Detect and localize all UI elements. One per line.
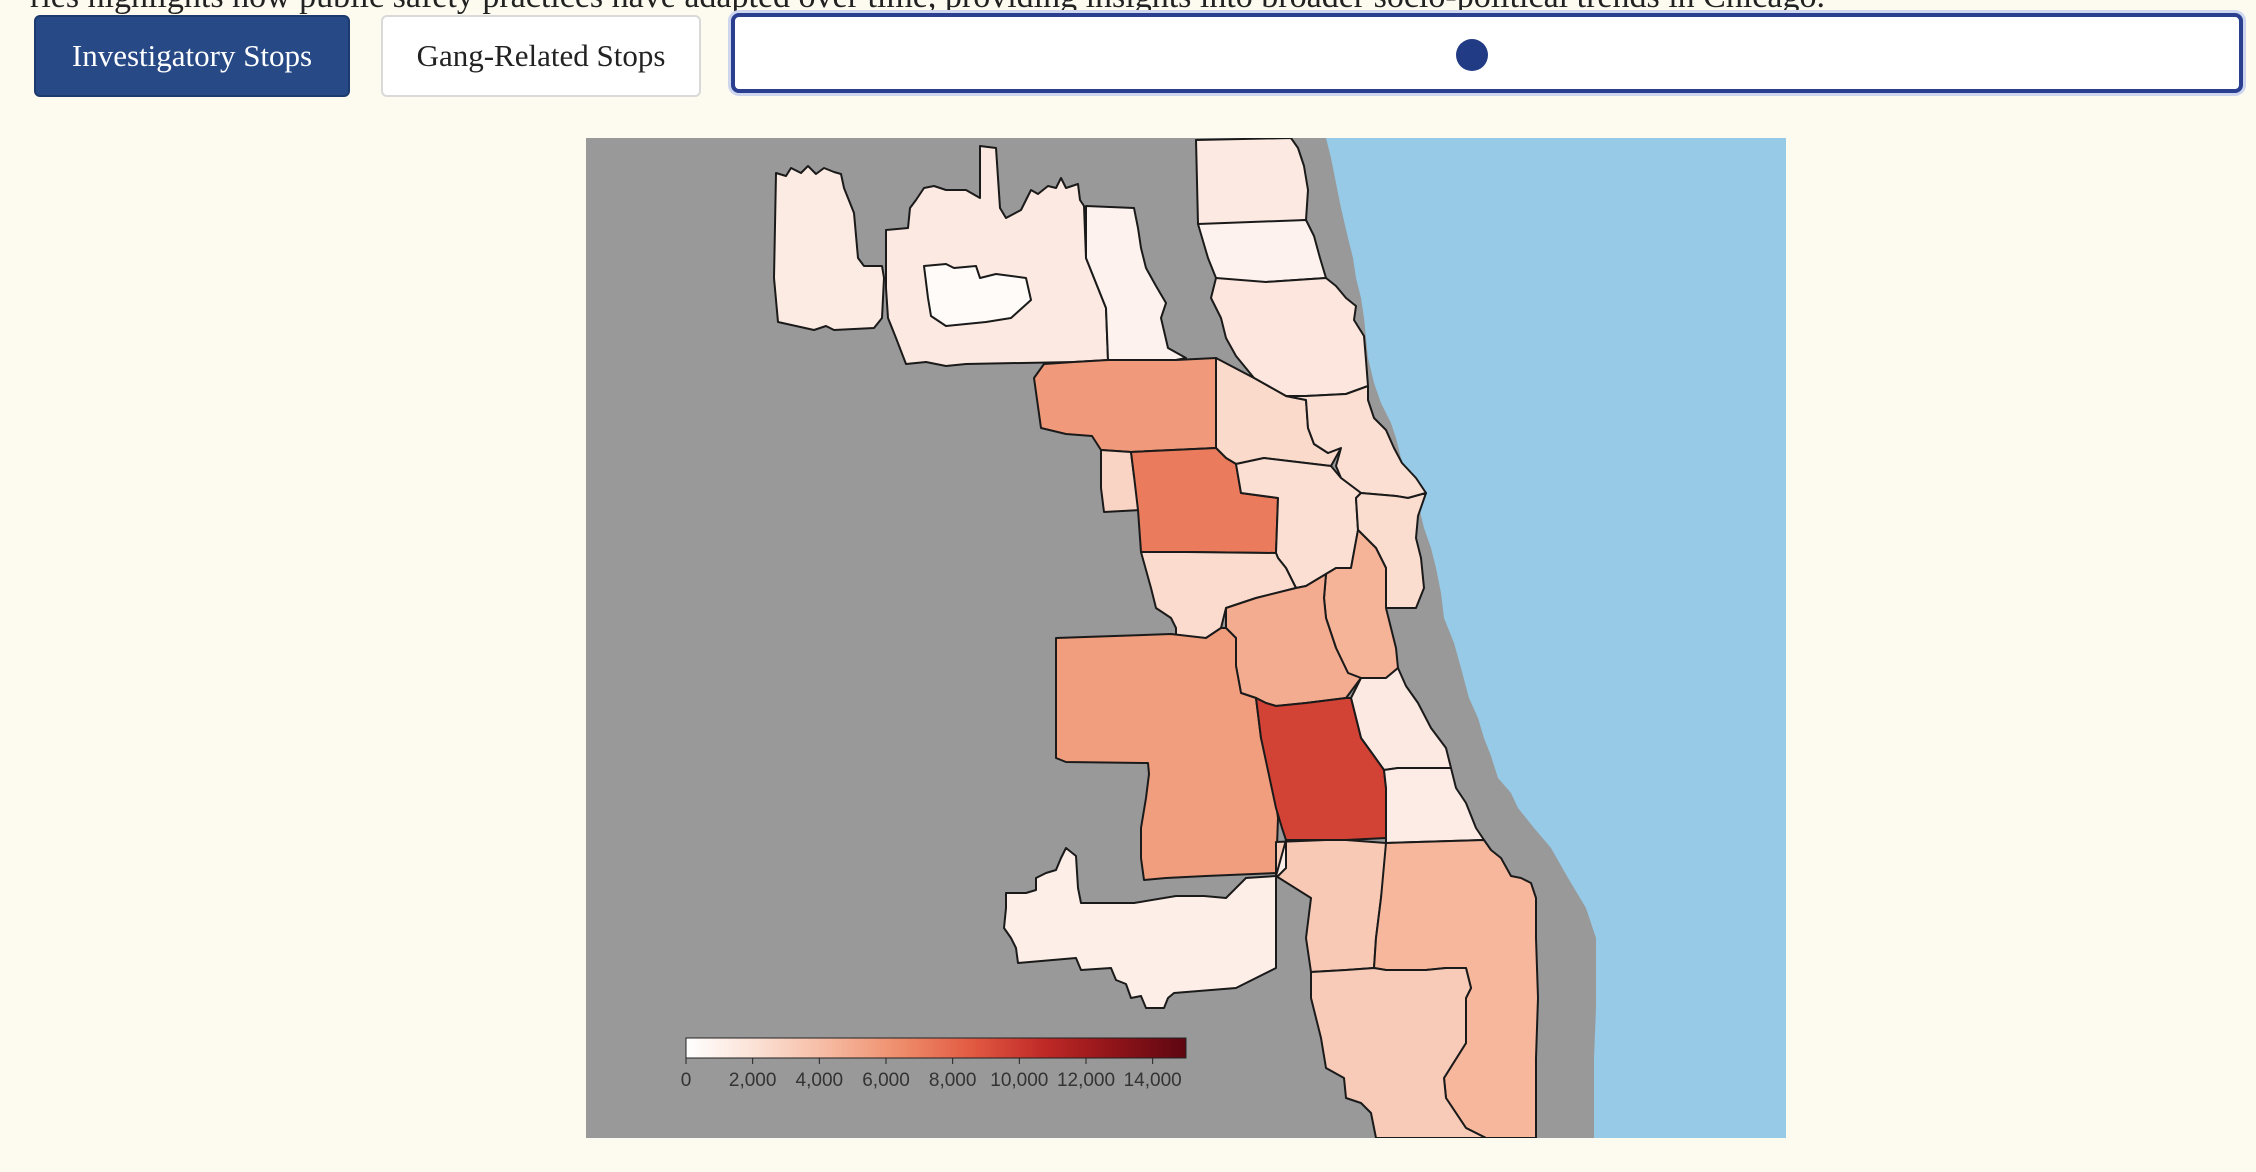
legend-tick-label: 6,000 <box>862 1070 910 1091</box>
toolbar: Investigatory Stops Gang-Related Stops <box>0 0 2256 110</box>
legend-tick-label: 0 <box>681 1070 692 1091</box>
district-5[interactable] <box>1310 967 1487 1138</box>
intro-text: ries highlights how public safety practi… <box>30 0 1825 16</box>
legend-tick-label: 14,000 <box>1124 1070 1182 1091</box>
legend-color-bar <box>685 1037 1187 1059</box>
legend-tick-label: 12,000 <box>1057 1070 1115 1091</box>
districts-layer <box>773 138 1539 1138</box>
district-16-west[interactable] <box>773 165 885 331</box>
gang-related-stops-button[interactable]: Gang-Related Stops <box>381 15 701 97</box>
map-legend: 0 2,000 4,000 6,000 8,000 10,000 12,000 14,000 <box>681 1037 1187 1091</box>
legend-tick-label: 8,000 <box>929 1070 977 1091</box>
district-17[interactable] <box>1085 205 1187 361</box>
legend-tick-label: 2,000 <box>729 1070 777 1091</box>
district-24[interactable] <box>1195 138 1309 225</box>
district-10[interactable] <box>1140 551 1297 639</box>
legend-tick-label: 10,000 <box>990 1070 1048 1091</box>
map-svg: 0 2,000 4,000 6,000 8,000 10,000 12,000 14,000 <box>586 138 1786 1138</box>
legend-tick-label: 4,000 <box>796 1070 844 1091</box>
investigatory-stops-button[interactable]: Investigatory Stops <box>34 15 350 97</box>
lake-michigan <box>1326 138 1786 1138</box>
slider-handle[interactable] <box>1456 39 1488 71</box>
district-20[interactable] <box>1197 219 1327 283</box>
choropleth-map: 0 2,000 4,000 6,000 8,000 10,000 12,000 14,000 <box>586 138 1786 1138</box>
ohare-area[interactable] <box>923 263 1032 327</box>
district-22[interactable] <box>1003 839 1287 1009</box>
year-slider[interactable] <box>731 13 2243 93</box>
